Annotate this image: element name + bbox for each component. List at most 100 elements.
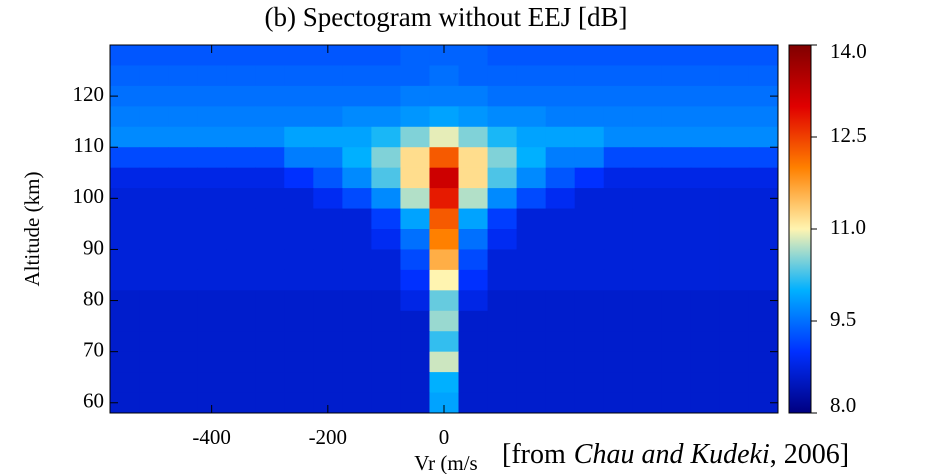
- heatmap-cell: [226, 331, 256, 353]
- x-tick-label: 0: [439, 425, 450, 449]
- heatmap-cell: [342, 392, 372, 413]
- heatmap-cell: [371, 392, 401, 413]
- heatmap-cell: [487, 126, 518, 148]
- heatmap-cell: [110, 65, 140, 87]
- heatmap-cell: [458, 85, 489, 107]
- heatmap-cell: [226, 208, 256, 230]
- heatmap-cell: [632, 188, 663, 210]
- heatmap-cell: [313, 372, 343, 394]
- heatmap-cell: [226, 351, 256, 373]
- heatmap-cell: [342, 106, 372, 128]
- heatmap-cell: [690, 147, 721, 169]
- heatmap-cell: [313, 208, 343, 230]
- y-tick-label: 120: [73, 82, 105, 106]
- heatmap-cell: [429, 106, 460, 128]
- heatmap-cell: [661, 269, 692, 291]
- heatmap-cell: [719, 269, 750, 291]
- heatmap-cell: [255, 147, 285, 169]
- heatmap-cell: [139, 65, 169, 87]
- heatmap-cell: [661, 249, 692, 271]
- heatmap-cell: [139, 167, 169, 189]
- heatmap-cell: [371, 290, 401, 312]
- heatmap-cell: [574, 208, 605, 230]
- heatmap-cell: [690, 269, 721, 291]
- heatmap-cell: [516, 188, 547, 210]
- heatmap-cell: [139, 106, 169, 128]
- heatmap-cell: [487, 269, 518, 291]
- heatmap-cell: [458, 249, 489, 271]
- heatmap-cell: [429, 290, 460, 312]
- heatmap-cell: [603, 269, 634, 291]
- heatmap-cell: [574, 167, 605, 189]
- heatmap-cell: [168, 65, 198, 87]
- heatmap-cell: [197, 392, 227, 413]
- heatmap-cell: [139, 269, 169, 291]
- heatmap-cell: [545, 167, 576, 189]
- heatmap-cell: [342, 45, 372, 66]
- heatmap-cell: [284, 106, 314, 128]
- heatmap-cell: [661, 310, 692, 332]
- heatmap-cell: [284, 392, 314, 413]
- heatmap-cell: [429, 310, 460, 332]
- colorbar-tick-label: 14.0: [830, 39, 867, 63]
- heatmap-cell: [110, 106, 140, 128]
- heatmap-cell: [690, 249, 721, 271]
- heatmap-cell: [371, 85, 401, 107]
- heatmap-cell: [226, 392, 256, 413]
- heatmap-cell: [197, 331, 227, 353]
- heatmap-cell: [545, 126, 576, 148]
- heatmap-cell: [226, 249, 256, 271]
- heatmap-cell: [719, 188, 750, 210]
- heatmap-cell: [139, 290, 169, 312]
- y-tick-label: 80: [83, 286, 104, 310]
- heatmap-cell: [574, 249, 605, 271]
- heatmap-cell: [632, 249, 663, 271]
- heatmap-cell: [139, 331, 169, 353]
- heatmap-cell: [719, 208, 750, 230]
- heatmap-cell: [139, 351, 169, 373]
- heatmap-cell: [632, 147, 663, 169]
- heatmap-cell: [719, 126, 750, 148]
- heatmap-cell: [400, 249, 430, 271]
- heatmap-cell: [226, 269, 256, 291]
- heatmap-cell: [545, 229, 576, 250]
- heatmap-cell: [661, 126, 692, 148]
- heatmap-cell: [748, 372, 778, 394]
- colorbar-tick-label: 8.0: [830, 393, 856, 417]
- heatmap-cell: [516, 351, 547, 373]
- heatmap-cell: [313, 392, 343, 413]
- heatmap-cell: [458, 147, 489, 169]
- heatmap-cell: [429, 372, 460, 394]
- heatmap-cell: [197, 147, 227, 169]
- heatmap-cell: [603, 208, 634, 230]
- heatmap-cell: [226, 229, 256, 250]
- heatmap-cell: [719, 392, 750, 413]
- heatmap-cell: [748, 331, 778, 353]
- heatmap-cell: [574, 126, 605, 148]
- heatmap-cell: [400, 351, 430, 373]
- heatmap-cell: [748, 392, 778, 413]
- heatmap-cell: [574, 65, 605, 87]
- heatmap-cell: [516, 249, 547, 271]
- heatmap-cell: [487, 249, 518, 271]
- heatmap-cell: [487, 106, 518, 128]
- heatmap-cell: [400, 310, 430, 332]
- heatmap-cell: [516, 45, 547, 66]
- heatmap-cell: [574, 229, 605, 250]
- heatmap-cell: [371, 188, 401, 210]
- heatmap-cell: [748, 126, 778, 148]
- heatmap-cell: [284, 65, 314, 87]
- heatmap-cell: [168, 310, 198, 332]
- heatmap-cell: [342, 269, 372, 291]
- heatmap-cell: [748, 310, 778, 332]
- heatmap-cell: [574, 331, 605, 353]
- heatmap-cell: [574, 106, 605, 128]
- heatmap-cell: [255, 85, 285, 107]
- heatmap-cell: [313, 269, 343, 291]
- heatmap-cell: [284, 372, 314, 394]
- heatmap-cell: [197, 249, 227, 271]
- heatmap-cell: [429, 229, 460, 250]
- heatmap-cell: [487, 188, 518, 210]
- heatmap-cell: [690, 126, 721, 148]
- heatmap-cell: [487, 310, 518, 332]
